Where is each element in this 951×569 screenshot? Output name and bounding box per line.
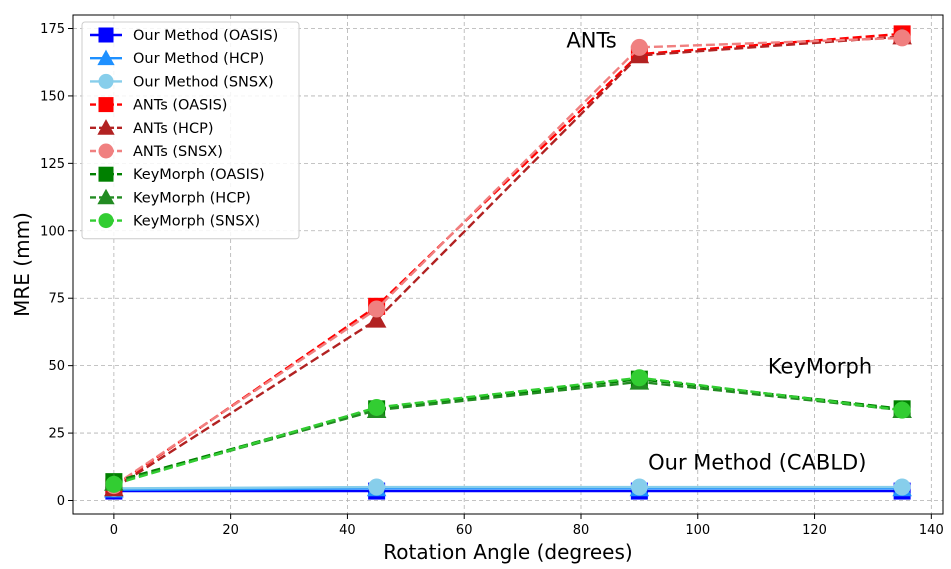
x-tick-label: 100 (685, 523, 710, 538)
legend-label: ANTs (HCP) (133, 121, 213, 137)
legend: Our Method (OASIS) Our Method (HCP) Our Me… (81, 21, 300, 240)
x-tick-label: 0 (110, 523, 118, 538)
legend-item: KeyMorph (HCP) (90, 188, 251, 206)
grid (73, 15, 943, 514)
series-line (113, 376, 903, 486)
legend-item: Our Method (OASIS) (90, 27, 278, 44)
legend-item: ANTs (OASIS) (90, 97, 227, 114)
legend-marker (98, 73, 114, 89)
y-tick-label: 50 (48, 359, 65, 374)
legend-item: KeyMorph (OASIS) (90, 166, 265, 183)
series-line (113, 487, 903, 491)
series-line (113, 35, 903, 490)
annotation-label: KeyMorph (768, 355, 872, 379)
legend-label: KeyMorph (SNSX) (133, 214, 260, 230)
y-axis-label: MRE (mm) (10, 212, 34, 317)
legend-box (81, 21, 300, 240)
data-point (893, 478, 911, 496)
y-tick-label: 0 (57, 494, 65, 509)
data-point (630, 38, 648, 56)
legend-marker (97, 119, 115, 135)
y-tick-label: 100 (40, 224, 65, 239)
annotation-label: Our Method (CABLD) (648, 450, 866, 474)
series-our-method-snsx (105, 478, 911, 497)
data-point (366, 310, 387, 328)
legend-label: KeyMorph (HCP) (133, 190, 251, 206)
legend-item: Our Method (SNSX) (90, 73, 274, 90)
legend-label: KeyMorph (OASIS) (133, 167, 265, 183)
legend-marker (98, 97, 114, 113)
series-layer (104, 25, 912, 500)
legend-item: KeyMorph (SNSX) (90, 213, 260, 230)
legend-marker (98, 27, 114, 43)
x-tick-label: 120 (802, 523, 827, 538)
data-point (630, 369, 648, 387)
legend-label: ANTs (OASIS) (133, 98, 227, 114)
y-tick-label: 175 (40, 22, 65, 37)
y-tick-label: 75 (48, 292, 65, 307)
y-tick-label: 125 (40, 157, 65, 172)
annotations: ANTs KeyMorph Our Method (CABLD) (566, 28, 872, 474)
series-ants-snsx (105, 29, 911, 495)
plot-frame (72, 14, 944, 515)
data-point (368, 398, 386, 416)
legend-item: ANTs (HCP) (90, 119, 213, 137)
legend-label: Our Method (OASIS) (133, 28, 278, 44)
y-tick-label: 25 (48, 427, 65, 442)
series-line (113, 485, 903, 490)
legend-label: Our Method (HCP) (133, 51, 264, 67)
legend-label: Our Method (SNSX) (133, 74, 274, 90)
data-point (630, 478, 648, 496)
x-tick-label: 140 (919, 523, 944, 538)
y-tick-label: 150 (40, 89, 65, 104)
x-tick-label: 80 (573, 523, 590, 538)
data-point (368, 478, 386, 496)
x-tick-label: 40 (339, 523, 356, 538)
legend-marker (97, 49, 115, 66)
series-keymorph-snsx (105, 369, 911, 493)
axis-ticks: 0 20 40 60 80 100 120 140 0 25 50 75 100 125 150 175 (40, 22, 944, 538)
legend-marker (98, 213, 114, 229)
data-point (368, 300, 386, 318)
legend-marker (98, 166, 114, 182)
series-line (113, 36, 903, 487)
legend-item: Our Method (HCP) (90, 49, 264, 67)
x-tick-label: 60 (456, 523, 473, 538)
annotation-label: ANTs (566, 28, 616, 52)
legend-marker (98, 143, 114, 159)
legend-label: ANTs (SNSX) (133, 144, 223, 160)
x-axis-label: Rotation Angle (degrees) (383, 540, 632, 564)
series-our-method-oasis (105, 482, 911, 500)
data-point (105, 475, 123, 493)
legend-item: ANTs (SNSX) (90, 143, 223, 160)
x-tick-label: 20 (222, 523, 239, 538)
data-point (893, 401, 911, 419)
legend-marker (97, 188, 115, 205)
data-point (893, 29, 911, 47)
